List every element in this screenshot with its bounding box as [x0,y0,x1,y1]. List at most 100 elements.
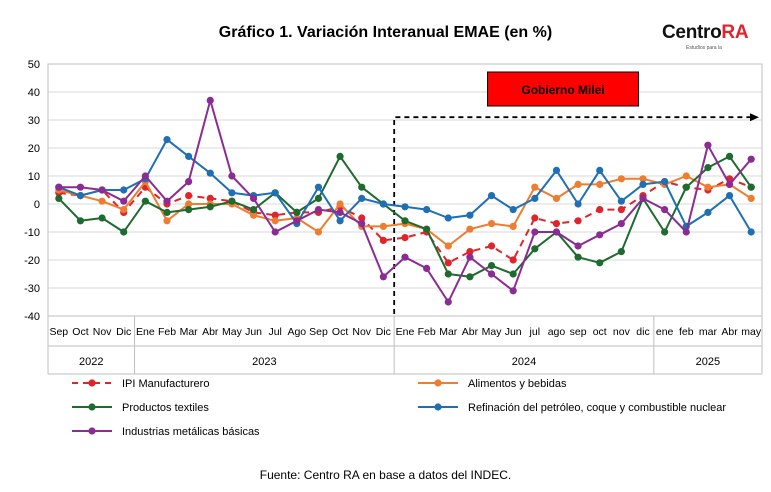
data-point-refinacion [120,186,128,194]
data-point-textiles [487,262,496,270]
data-point-ipi [358,214,366,222]
annotation-box [487,71,640,107]
x-tick-label: jul [529,326,541,338]
x-tick-label: Nov [93,326,112,338]
x-tick-label: Abr [721,326,738,338]
data-point-alimentos [444,242,452,250]
x-tick-label: Abr [202,326,219,338]
data-point-metalicas [401,253,409,261]
data-point-textiles [423,225,431,233]
data-point-metalicas [293,217,301,225]
data-point-alimentos [271,217,279,225]
data-point-alimentos [120,206,128,214]
data-point-alimentos [509,222,517,230]
brand-name-accent: RA [721,22,749,43]
data-point-ipi [185,192,193,200]
data-point-ipi [206,194,214,202]
plot-area [47,63,763,317]
x-tick-label: mar [699,326,718,338]
x-tick-label: Mar [180,326,199,338]
chart-title: Gráfico 1. Variación Interanual EMAE (en… [218,24,553,41]
data-point-textiles [336,152,344,160]
data-point-textiles [401,217,409,225]
milei-period-bracket [393,116,752,314]
data-point-ipi [271,211,279,219]
data-point-refinacion [423,206,431,214]
data-point-metalicas [509,287,517,295]
data-point-ipi [509,256,517,264]
legend-label-refinacion: Refinación del petróleo, coque y combust… [468,402,726,414]
x-tick-label: Dic [116,326,131,338]
legend-marker-textiles [88,403,96,411]
arrow-head-icon [750,113,759,122]
data-point-textiles [661,228,669,236]
source-note: Fuente: Centro RA en base a datos del IN… [259,468,512,482]
data-point-alimentos [163,217,171,225]
x-tick-label: Ene [136,326,155,338]
x-tick-label: feb [679,326,694,338]
x-tick-label: Sep [49,326,68,338]
data-point-metalicas [358,220,366,228]
brand-tagline: Estudios para la [686,45,722,51]
data-point-metalicas [271,228,279,236]
legend-label-ipi: IPI Manufacturero [122,378,209,390]
data-point-textiles [185,206,193,214]
data-point-alimentos [596,180,604,188]
data-point-ipi [466,248,474,256]
data-point-metalicas [163,197,171,205]
data-point-refinacion [185,152,193,160]
data-point-metalicas [466,253,474,261]
data-point-alimentos [682,172,690,180]
data-point-ipi [444,259,452,267]
data-point-alimentos [185,200,193,208]
series-line-metalicas [58,99,752,303]
data-point-refinacion [639,180,647,188]
x-tick-label: sep [570,326,587,338]
data-point-metalicas [596,231,604,239]
data-point-refinacion [163,136,171,144]
x-tick-label: May [482,326,503,338]
data-point-refinacion [401,203,409,211]
data-point-textiles [249,206,258,214]
data-point-metalicas [55,183,63,191]
data-point-refinacion [725,192,734,200]
year-label: 2024 [512,356,536,368]
y-tick-label: 40 [28,87,40,99]
data-point-metalicas [185,178,193,186]
data-point-ipi [552,220,561,228]
y-tick-label: -10 [24,227,40,239]
data-point-metalicas [661,206,669,214]
data-point-alimentos [552,194,561,202]
data-point-textiles [574,253,582,261]
data-point-metalicas [206,96,214,104]
data-point-refinacion [314,183,323,191]
data-point-metalicas [98,186,106,194]
data-point-refinacion [574,200,582,208]
data-point-metalicas [639,194,647,202]
data-point-ipi [487,242,496,250]
data-point-textiles [314,194,323,202]
data-point-refinacion [487,192,496,200]
data-point-refinacion [552,166,561,174]
data-point-metalicas [531,228,539,236]
x-tick-label: Nov [352,326,371,338]
data-point-metalicas [336,208,344,216]
data-point-ipi [617,206,625,214]
x-tick-label: Oct [332,326,348,338]
data-point-textiles [141,197,149,205]
data-point-metalicas [228,172,236,180]
x-tick-label: Jun [505,326,522,338]
data-point-ipi [401,234,409,242]
x-tick-label: oct [593,326,607,338]
x-tick-label: Mar [439,326,458,338]
data-point-refinacion [379,200,387,208]
data-point-refinacion [76,192,85,200]
data-point-metalicas [617,220,625,228]
data-point-alimentos [617,175,625,183]
year-label: 2023 [252,356,276,368]
data-point-textiles [596,259,604,267]
data-point-metalicas [141,172,149,180]
y-tick-label: 0 [34,199,40,211]
data-point-metalicas [314,206,323,214]
y-tick-label: 20 [28,143,40,155]
